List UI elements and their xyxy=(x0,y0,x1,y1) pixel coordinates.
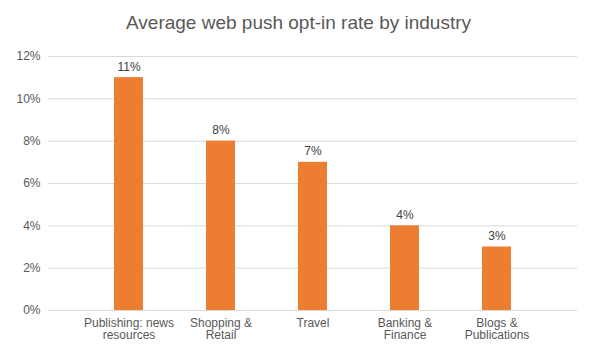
svg-text:Travel: Travel xyxy=(297,316,330,330)
svg-text:4%: 4% xyxy=(23,219,41,233)
svg-text:4%: 4% xyxy=(396,208,414,222)
svg-text:12%: 12% xyxy=(16,49,40,63)
svg-text:11%: 11% xyxy=(117,60,140,74)
svg-text:6%: 6% xyxy=(23,176,41,190)
svg-text:7%: 7% xyxy=(304,144,322,158)
html-text:Average web push opt-in rate b: Average web push opt-in rate by industry xyxy=(126,12,471,33)
svg-text:3%: 3% xyxy=(488,229,506,243)
svg-text:Banking &Finance: Banking &Finance xyxy=(378,316,433,342)
svg-text:0%: 0% xyxy=(23,303,41,317)
svg-text:10%: 10% xyxy=(16,92,40,106)
svg-text:Shopping &Retail: Shopping &Retail xyxy=(190,316,252,342)
svg-text:Publishing: newsresources: Publishing: newsresources xyxy=(84,316,174,342)
svg-text:2%: 2% xyxy=(23,261,41,275)
svg-text:Blogs &Publications: Blogs &Publications xyxy=(465,316,530,342)
svg-text:8%: 8% xyxy=(23,134,41,148)
svg-text:8%: 8% xyxy=(212,123,230,137)
